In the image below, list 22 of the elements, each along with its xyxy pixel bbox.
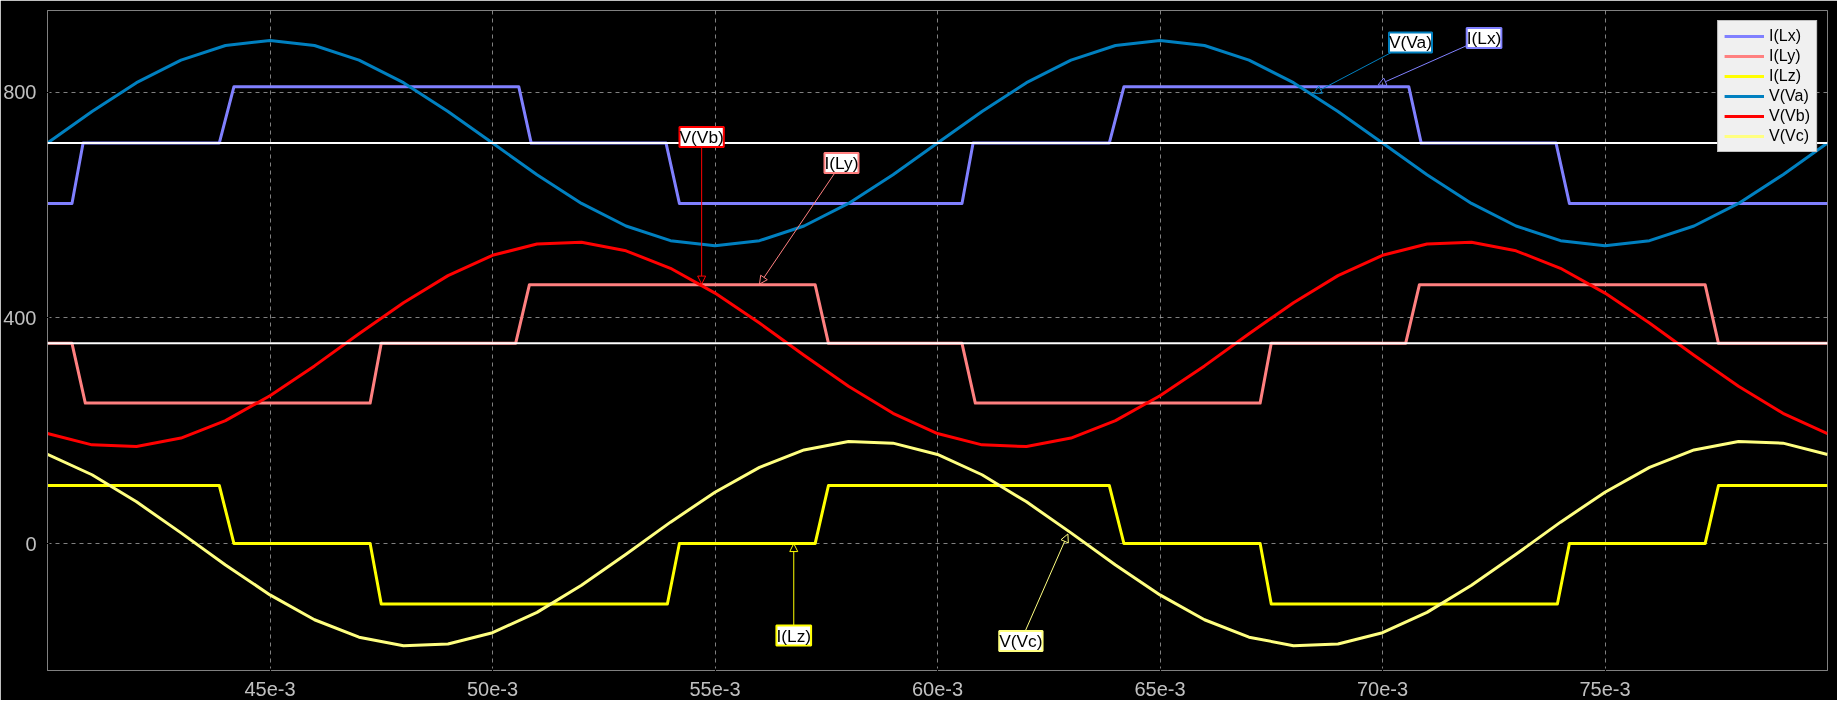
legend-label: V(Vb) xyxy=(1769,107,1810,125)
x-tick-label: 45e-3 xyxy=(244,677,296,700)
line-series xyxy=(47,439,1828,648)
annotation: I(Ly) xyxy=(824,153,859,174)
y-tick-label: 400 xyxy=(3,306,37,329)
legend-label: V(Va) xyxy=(1769,87,1809,105)
legend-label: I(Ly) xyxy=(1769,47,1801,65)
y-tick-label: 0 xyxy=(25,532,37,555)
line-series xyxy=(47,240,1828,449)
x-tick-label: 50e-3 xyxy=(466,677,519,700)
x-tick-label: 70e-3 xyxy=(1356,677,1409,700)
legend-label: V(Vc) xyxy=(1769,127,1810,145)
annotation: I(Lz) xyxy=(776,625,812,646)
legend-label: I(Lx) xyxy=(1769,27,1802,45)
annotation: V(Vc) xyxy=(999,630,1043,651)
legend-label: I(Lz) xyxy=(1769,67,1802,85)
x-tick-label: 60e-3 xyxy=(911,677,964,700)
x-tick-label: 55e-3 xyxy=(689,677,741,700)
annotation: I(Lx) xyxy=(1466,27,1502,48)
x-tick-label: 65e-3 xyxy=(1134,677,1186,700)
x-tick-label: 75e-3 xyxy=(1579,677,1631,700)
y-tick-label: 800 xyxy=(3,81,37,104)
